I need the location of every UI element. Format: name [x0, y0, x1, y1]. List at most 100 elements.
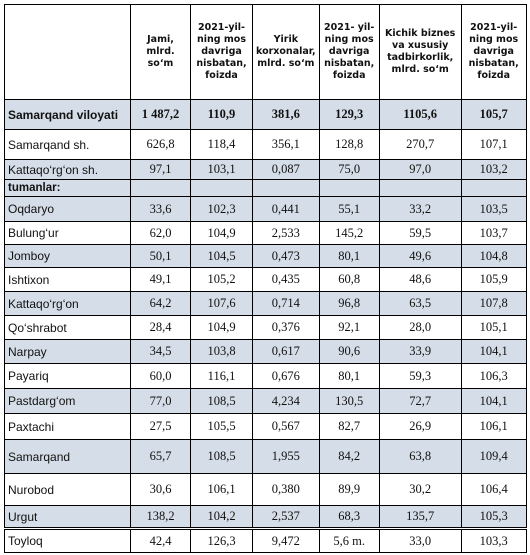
value-cell: 1,955 — [252, 439, 320, 474]
header-cell: Kichik biznes va xususiy tadbirkorlik, m… — [378, 4, 462, 100]
row-label: Urgut — [4, 505, 131, 529]
header-cell — [4, 4, 131, 100]
value-cell: 30,6 — [130, 473, 191, 506]
value-cell: 80,1 — [318, 244, 380, 268]
value-cell: 381,6 — [252, 99, 320, 130]
table-row: Bulung‘ur 62,0 104,9 2,533 145,2 59,5 103,7 — [4, 221, 527, 245]
value-cell: 1 487,2 — [130, 99, 191, 130]
empty-cell — [130, 179, 191, 197]
value-cell: 28,0 — [378, 315, 462, 340]
row-label: Narpay — [4, 339, 131, 364]
value-cell: 0,714 — [252, 291, 320, 316]
row-label: Nurobod — [4, 473, 131, 506]
row-label: Samarqand sh. — [4, 129, 131, 160]
value-cell: 138,2 — [130, 505, 191, 529]
value-cell: 92,1 — [318, 315, 380, 340]
value-cell: 107,6 — [190, 291, 253, 316]
value-cell: 1105,6 — [378, 99, 462, 130]
empty-cell — [252, 179, 320, 197]
value-cell: 75,0 — [318, 159, 380, 180]
value-cell: 33,0 — [378, 527, 462, 553]
row-label: Kattaqo‘rg‘on sh. — [4, 159, 131, 180]
table-row: Paxtachi 27,5 105,5 0,567 82,7 26,9 106,1 — [4, 413, 527, 440]
value-cell: 104,9 — [190, 221, 253, 245]
value-cell: 103,2 — [460, 159, 527, 180]
value-cell: 104,1 — [460, 339, 527, 364]
value-cell: 103,1 — [190, 159, 253, 180]
value-cell: 110,9 — [190, 99, 253, 130]
row-label: Ishtixon — [4, 267, 131, 292]
empty-cell — [378, 179, 462, 197]
value-cell: 104,9 — [190, 315, 253, 340]
value-cell: 104,5 — [190, 244, 253, 268]
table-row: Payariq 60,0 116,1 0,676 80,1 59,3 106,3 — [4, 363, 527, 389]
header-cell: 2021- yil-ning mos davriga nisbatan, foi… — [318, 4, 380, 100]
value-cell: 0,087 — [252, 159, 320, 180]
value-cell: 55,1 — [318, 196, 380, 222]
row-label: Jomboy — [4, 244, 131, 268]
value-cell: 89,9 — [318, 473, 380, 506]
empty-cell — [460, 179, 527, 197]
value-cell: 62,0 — [130, 221, 191, 245]
value-cell: 60,8 — [318, 267, 380, 292]
value-cell: 4,234 — [252, 388, 320, 414]
value-cell: 82,7 — [318, 413, 380, 440]
empty-cell — [318, 179, 380, 197]
value-cell: 64,2 — [130, 291, 191, 316]
value-cell: 128,8 — [318, 129, 380, 160]
table-row: Toyloq 42,4 126,3 9,472 5,6 m. 33,0 103,3 — [4, 527, 527, 553]
value-cell: 104,8 — [460, 244, 527, 268]
value-cell: 2,537 — [252, 505, 320, 529]
value-cell: 105,5 — [190, 413, 253, 440]
value-cell: 118,4 — [190, 129, 253, 160]
value-cell: 0,567 — [252, 413, 320, 440]
value-cell: 72,7 — [378, 388, 462, 414]
value-cell: 105,3 — [460, 505, 527, 529]
value-cell: 0,380 — [252, 473, 320, 506]
table-row: Samarqand 65,7 108,5 1,955 84,2 63,8 109,4 — [4, 439, 527, 474]
table-container: Jami, mlrd. so‘m 2021-yil-ning mos davrig… — [4, 4, 527, 553]
value-cell: 68,3 — [318, 505, 380, 529]
value-cell: 106,1 — [190, 473, 253, 506]
empty-cell — [190, 179, 253, 197]
value-cell: 84,2 — [318, 439, 380, 474]
value-cell: 106,1 — [460, 413, 527, 440]
value-cell: 0,435 — [252, 267, 320, 292]
value-cell: 42,4 — [130, 527, 191, 553]
table-row: Samarqand sh. 626,8 118,4 356,1 128,8 270,7 10… — [4, 129, 527, 160]
value-cell: 105,9 — [460, 267, 527, 292]
value-cell: 65,7 — [130, 439, 191, 474]
table-row: Nurobod 30,6 106,1 0,380 89,9 30,2 106,4 — [4, 473, 527, 506]
row-label: Toyloq — [4, 527, 131, 553]
value-cell: 103,7 — [460, 221, 527, 245]
row-label: Qo‘shrabot — [4, 315, 131, 340]
header-cell: 2021-yil-ning mos davriga nisbatan, foiz… — [460, 4, 527, 100]
value-cell: 63,5 — [378, 291, 462, 316]
value-cell: 0,441 — [252, 196, 320, 222]
value-cell: 77,0 — [130, 388, 191, 414]
value-cell: 104,2 — [190, 505, 253, 529]
table-row: Pastdarg‘om 77,0 108,5 4,234 130,5 72,7 104,1 — [4, 388, 527, 414]
value-cell: 105,2 — [190, 267, 253, 292]
table-row: Urgut 138,2 104,2 2,537 68,3 135,7 105,3 — [4, 505, 527, 529]
value-cell: 0,676 — [252, 363, 320, 389]
value-cell: 108,5 — [190, 388, 253, 414]
row-label: Paxtachi — [4, 413, 131, 440]
value-cell: 97,1 — [130, 159, 191, 180]
value-cell: 97,0 — [378, 159, 462, 180]
value-cell: 5,6 m. — [318, 527, 380, 553]
value-cell: 59,3 — [378, 363, 462, 389]
value-cell: 126,3 — [190, 527, 253, 553]
value-cell: 106,3 — [460, 363, 527, 389]
value-cell: 48,6 — [378, 267, 462, 292]
value-cell: 49,6 — [378, 244, 462, 268]
value-cell: 33,2 — [378, 196, 462, 222]
value-cell: 626,8 — [130, 129, 191, 160]
value-cell: 116,1 — [190, 363, 253, 389]
value-cell: 0,376 — [252, 315, 320, 340]
value-cell: 96,8 — [318, 291, 380, 316]
value-cell: 90,6 — [318, 339, 380, 364]
value-cell: 105,1 — [460, 315, 527, 340]
value-cell: 105,7 — [460, 99, 527, 130]
value-cell: 0,617 — [252, 339, 320, 364]
